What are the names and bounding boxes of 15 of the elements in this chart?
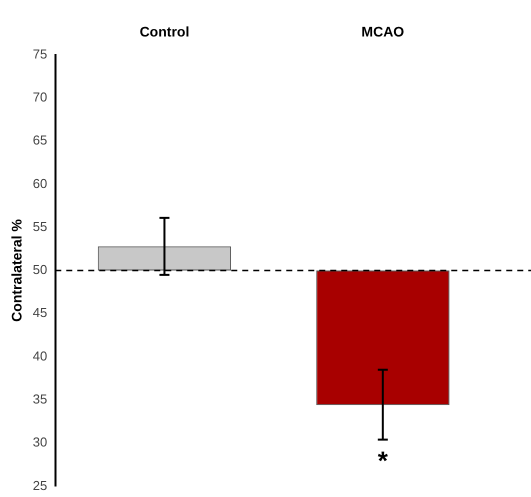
y-tick-label: 55 (32, 218, 48, 234)
y-axis-title: Contralateral % (8, 218, 24, 322)
annotation: * (378, 445, 389, 476)
y-tick-label: 60 (32, 176, 48, 191)
y-tick-label: 45 (32, 305, 48, 320)
y-tick-label: 40 (32, 348, 48, 364)
y-tick-label: 35 (32, 392, 48, 406)
y-tick-label: 65 (32, 132, 48, 148)
y-tick-label: 75 (32, 46, 48, 62)
y-tick-label: 30 (32, 434, 48, 450)
y-tick-label: 50 (32, 262, 48, 278)
y-tick-label: 25 (32, 478, 48, 493)
x-tick-label: MCAO (361, 23, 404, 40)
y-tick-label: 70 (32, 90, 48, 105)
x-tick-label: Control (140, 23, 190, 40)
